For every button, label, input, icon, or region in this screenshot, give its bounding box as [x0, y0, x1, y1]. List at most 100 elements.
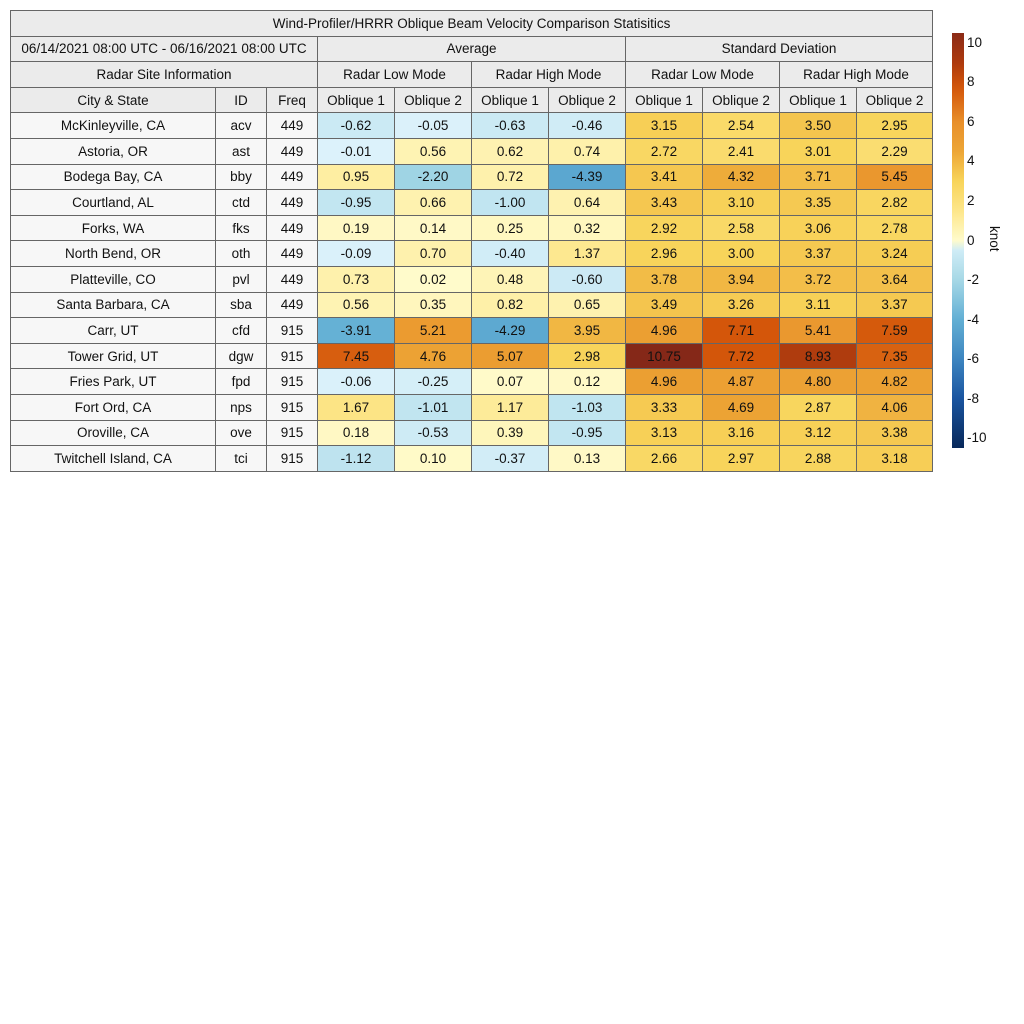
value-cell: 0.73: [317, 265, 395, 293]
col-ob2: Oblique 2: [394, 86, 472, 114]
col-id: ID: [215, 86, 267, 114]
value-cell: -0.37: [471, 445, 549, 472]
col-ob1: Oblique 1: [471, 86, 549, 114]
freq-cell: 915: [266, 342, 318, 370]
value-cell: -0.62: [317, 112, 395, 139]
city-cell: Santa Barbara, CA: [10, 291, 216, 319]
value-cell: 0.72: [471, 163, 549, 191]
value-cell: 0.32: [548, 214, 626, 242]
value-cell: -0.63: [471, 112, 549, 139]
table-row: Platteville, CO pvl 449 0.73 0.02 0.48 -0.60 3.…: [10, 265, 934, 293]
value-cell: 2.98: [548, 342, 626, 370]
value-cell: 0.65: [548, 291, 626, 319]
table-row: Carr, UT cfd 915 -3.91 5.21 -4.29 3.95 4.96 7.71…: [10, 317, 934, 344]
value-cell: 3.33: [625, 393, 703, 421]
table-row: Tower Grid, UT dgw 915 7.45 4.76 5.07 2.98 10.7…: [10, 342, 934, 370]
col-freq: Freq: [266, 86, 318, 114]
colorbar-tick: -6: [967, 351, 980, 367]
table-row: Santa Barbara, CA sba 449 0.56 0.35 0.82 0.65 3…: [10, 291, 934, 319]
city-cell: Astoria, OR: [10, 137, 216, 165]
value-cell: 0.07: [471, 368, 549, 395]
id-cell: dgw: [215, 342, 267, 370]
id-cell: cfd: [215, 317, 267, 344]
value-cell: 4.96: [625, 317, 703, 344]
colorbar-tick: -8: [967, 390, 980, 406]
value-cell: 3.26: [702, 291, 780, 319]
group-average: Average: [317, 35, 626, 63]
value-cell: -1.01: [394, 393, 472, 421]
table-row: Courtland, AL ctd 449 -0.95 0.66 -1.00 0.64 3.4…: [10, 189, 934, 216]
value-cell: 8.93: [779, 342, 857, 370]
avg-high-mode: Radar High Mode: [471, 61, 626, 88]
colorbar-tick: -2: [967, 272, 980, 288]
value-cell: 3.94: [702, 265, 780, 293]
freq-cell: 915: [266, 393, 318, 421]
value-cell: 3.15: [625, 112, 703, 139]
value-cell: 0.70: [394, 240, 472, 267]
value-cell: 3.50: [779, 112, 857, 139]
value-cell: 3.06: [779, 214, 857, 242]
value-cell: 3.13: [625, 419, 703, 447]
city-cell: Fries Park, UT: [10, 368, 216, 395]
id-cell: oth: [215, 240, 267, 267]
stats-table: Wind-Profiler/HRRR Oblique Beam Velocity…: [9, 10, 934, 472]
id-cell: tci: [215, 445, 267, 472]
city-cell: Tower Grid, UT: [10, 342, 216, 370]
value-cell: 2.96: [625, 240, 703, 267]
table-row: Fries Park, UT fpd 915 -0.06 -0.25 0.07 0.12 4.…: [10, 368, 934, 395]
freq-cell: 449: [266, 291, 318, 319]
value-cell: -0.40: [471, 240, 549, 267]
value-cell: 0.66: [394, 189, 472, 216]
freq-cell: 449: [266, 265, 318, 293]
value-cell: -1.00: [471, 189, 549, 216]
value-cell: 3.10: [702, 189, 780, 216]
value-cell: 3.01: [779, 137, 857, 165]
std-high-mode: Radar High Mode: [778, 61, 934, 88]
city-cell: North Bend, OR: [10, 240, 216, 267]
value-cell: -2.20: [394, 163, 472, 191]
value-cell: 2.66: [625, 445, 703, 472]
value-cell: 4.69: [702, 393, 780, 421]
value-cell: 0.39: [471, 419, 549, 447]
colorbar: [952, 33, 964, 448]
value-cell: 4.76: [394, 342, 472, 370]
value-cell: 0.12: [548, 368, 626, 395]
value-cell: 2.92: [625, 214, 703, 242]
avg-low-mode: Radar Low Mode: [317, 61, 472, 88]
value-cell: 2.72: [625, 137, 703, 165]
value-cell: 3.95: [548, 317, 626, 344]
freq-cell: 449: [266, 137, 318, 165]
colorbar-tick: 6: [967, 113, 975, 129]
value-cell: 0.10: [394, 445, 472, 472]
value-cell: 2.78: [855, 214, 934, 242]
value-cell: 0.64: [548, 189, 626, 216]
value-cell: 7.35: [855, 342, 934, 370]
col-ob2: Oblique 2: [548, 86, 626, 114]
value-cell: 0.95: [317, 163, 395, 191]
col-ob1: Oblique 1: [779, 86, 857, 114]
group-std: Standard Deviation: [624, 35, 934, 63]
value-cell: 0.25: [471, 214, 549, 242]
table-row: Bodega Bay, CA bby 449 0.95 -2.20 0.72 -4.39 3.…: [10, 163, 934, 191]
table-row: McKinleyville, CA acv 449 -0.62 -0.05 -0.63 -0…: [10, 112, 934, 139]
value-cell: 0.82: [471, 291, 549, 319]
id-cell: nps: [215, 393, 267, 421]
value-cell: -0.95: [548, 419, 626, 447]
value-cell: 3.41: [625, 163, 703, 191]
value-cell: 5.21: [394, 317, 472, 344]
city-cell: Bodega Bay, CA: [10, 163, 216, 191]
site-info-header: Radar Site Information: [10, 61, 318, 88]
value-cell: 3.35: [779, 189, 857, 216]
colorbar-tick: 4: [967, 153, 975, 169]
table-row: Oroville, CA ove 915 0.18 -0.53 0.39 -0.95 3.13…: [10, 419, 934, 447]
value-cell: 0.14: [394, 214, 472, 242]
city-cell: Platteville, CO: [10, 265, 216, 293]
value-cell: 7.45: [317, 342, 395, 370]
value-cell: -0.25: [394, 368, 472, 395]
value-cell: 0.56: [394, 137, 472, 165]
id-cell: ast: [215, 137, 267, 165]
value-cell: 4.32: [702, 163, 780, 191]
value-cell: -1.03: [548, 393, 626, 421]
value-cell: -1.12: [317, 445, 395, 472]
city-cell: Courtland, AL: [10, 189, 216, 216]
